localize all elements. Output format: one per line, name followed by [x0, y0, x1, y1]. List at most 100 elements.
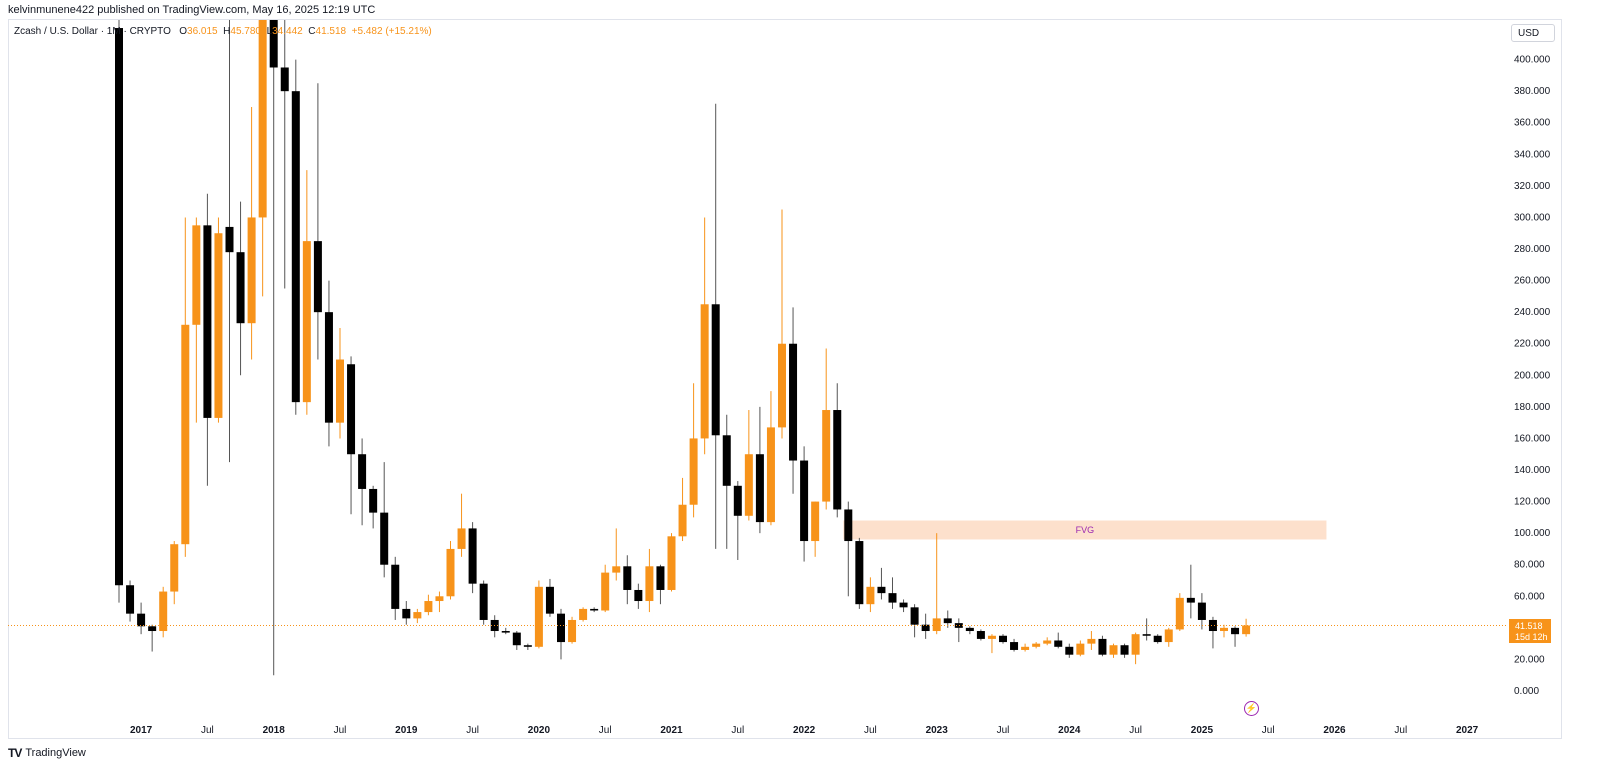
candle: [137, 602, 146, 635]
candle-body: [369, 488, 378, 513]
price-tick-label: 220.000: [1514, 339, 1551, 350]
candle: [634, 583, 643, 609]
candle-body: [192, 225, 201, 325]
candle: [1153, 634, 1162, 644]
candle: [899, 599, 908, 613]
candle: [324, 280, 333, 447]
candle-body: [634, 589, 643, 602]
candle-body: [1109, 645, 1118, 655]
symbol-legend: Zcash / U.S. Dollar · 1M · CRYPTO O36.01…: [14, 26, 432, 37]
time-tick-label: 2026: [1323, 725, 1346, 736]
candle-body: [1010, 642, 1019, 650]
candle: [347, 356, 356, 515]
bar-countdown: 15d 12h: [1515, 632, 1548, 642]
candle: [866, 577, 875, 613]
last-price-badge: 41.518 15d 12h: [1509, 619, 1551, 643]
candle: [888, 577, 897, 609]
time-tick-label: 2025: [1191, 725, 1214, 736]
candle: [291, 59, 300, 415]
candle-body: [667, 536, 676, 590]
candle: [833, 383, 842, 518]
last-price-value: 41.518: [1515, 621, 1543, 631]
price-tick-label: 100.000: [1514, 528, 1551, 539]
candle: [800, 446, 809, 562]
high-value: 45.780: [230, 26, 261, 37]
time-tick-label: 2019: [395, 725, 418, 736]
candle-body: [1175, 597, 1184, 630]
candle-body: [678, 504, 687, 537]
candle-body: [137, 613, 146, 627]
candle-body: [280, 67, 289, 92]
candle-body: [1164, 629, 1173, 643]
candle-body: [313, 241, 322, 313]
candle-body: [1054, 640, 1063, 647]
candle-body: [999, 635, 1007, 643]
candle-body: [778, 343, 786, 428]
time-tick-label: 2020: [528, 725, 551, 736]
time-tick-label: 2023: [926, 725, 949, 736]
candle-body: [645, 566, 654, 602]
candle: [1054, 632, 1063, 649]
candle-body: [700, 304, 709, 439]
candle-body: [291, 91, 300, 403]
candle-body: [347, 364, 356, 455]
price-tick-label: 280.000: [1514, 244, 1551, 255]
candle: [844, 501, 853, 597]
candle: [391, 556, 400, 620]
candle: [1065, 643, 1074, 658]
candle: [1197, 593, 1206, 630]
lightning-icon[interactable]: ⚡: [1244, 701, 1259, 716]
candle: [258, 20, 267, 297]
candle-body: [1242, 625, 1251, 635]
candles-layer: [115, 20, 1251, 676]
candle-body: [1231, 627, 1240, 635]
candle-body: [557, 613, 565, 643]
candle-body: [822, 410, 831, 502]
candle: [645, 548, 654, 613]
candle: [1164, 627, 1173, 647]
price-tick-label: 60.000: [1514, 591, 1545, 602]
change-value: +5.482 (+15.21%): [351, 26, 432, 37]
candle-body: [225, 226, 234, 253]
price-tick-label: 320.000: [1514, 181, 1551, 192]
candle: [280, 20, 289, 289]
candle: [402, 601, 411, 625]
price-tick-label: 80.000: [1514, 560, 1545, 571]
candle-body: [534, 586, 543, 647]
candle: [126, 580, 135, 622]
candle-body: [468, 528, 477, 584]
price-tick-label: 260.000: [1514, 276, 1551, 287]
candle: [766, 391, 775, 526]
candle: [490, 615, 499, 638]
candle-body: [115, 28, 123, 586]
candle-body: [689, 438, 698, 505]
candle: [148, 624, 157, 652]
candle-body: [1131, 634, 1140, 655]
candle: [358, 438, 367, 526]
price-tick-label: 160.000: [1514, 433, 1551, 444]
time-axis: 2017 Jul 2018 Jul 2019 Jul 2020 Jul 2021 Jul 2022 J…: [130, 725, 1479, 736]
candle-body: [744, 454, 753, 516]
candle: [1076, 640, 1085, 657]
candle: [579, 607, 588, 622]
candle: [192, 217, 201, 423]
time-tick-label: 2024: [1058, 725, 1081, 736]
candle: [1242, 618, 1251, 637]
open-label: O: [179, 26, 188, 37]
candle: [446, 541, 455, 600]
candle-body: [148, 626, 157, 632]
candle-body: [258, 20, 267, 218]
candle-body: [965, 627, 974, 632]
candle: [921, 613, 930, 639]
price-tick-label: 380.000: [1514, 86, 1551, 97]
currency-selector[interactable]: USD: [1511, 24, 1555, 42]
candle: [269, 20, 278, 676]
candle-body: [811, 501, 820, 542]
time-tick-label: 2017: [130, 725, 153, 736]
candle: [457, 493, 466, 557]
candle: [1120, 643, 1129, 658]
candle: [778, 209, 786, 439]
candle: [744, 410, 753, 521]
tradingview-logo[interactable]: TV TradingView: [8, 746, 86, 760]
